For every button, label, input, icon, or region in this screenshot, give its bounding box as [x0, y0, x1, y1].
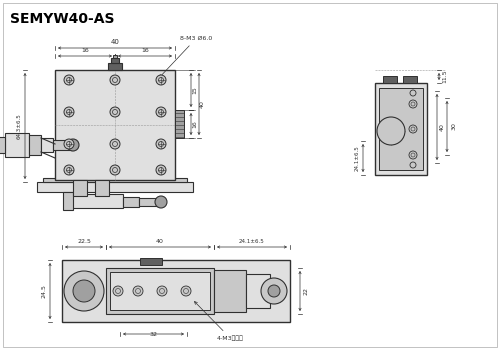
Text: 22: 22 [303, 287, 308, 295]
Bar [108, 63, 122, 70]
Bar [113, 55, 117, 58]
Text: 40: 40 [440, 123, 445, 131]
Text: 16: 16 [141, 49, 149, 54]
Bar [214, 270, 246, 312]
Circle shape [64, 165, 74, 175]
Text: 16: 16 [81, 49, 89, 54]
Bar [43, 178, 187, 182]
Bar [106, 268, 214, 314]
Circle shape [409, 100, 417, 108]
Circle shape [409, 125, 417, 133]
Text: 11.5: 11.5 [442, 70, 447, 83]
Text: 22.5: 22.5 [77, 239, 91, 244]
Bar [139, 198, 161, 206]
Text: 32: 32 [150, 332, 158, 337]
Circle shape [113, 286, 123, 296]
Bar [71, 194, 123, 208]
Text: 8-M3 Ø6.0: 8-M3 Ø6.0 [160, 36, 212, 77]
Text: 15: 15 [192, 86, 197, 94]
Bar [55, 70, 175, 180]
Circle shape [156, 139, 166, 149]
Bar [73, 180, 87, 196]
Circle shape [73, 280, 95, 302]
Bar [175, 110, 184, 138]
Circle shape [410, 90, 416, 96]
Text: 40: 40 [156, 239, 164, 244]
Bar [403, 76, 417, 83]
Bar [41, 138, 53, 152]
Circle shape [268, 285, 280, 297]
Bar [0, 137, 5, 153]
Circle shape [64, 139, 74, 149]
Text: 24.5: 24.5 [41, 284, 46, 298]
Circle shape [67, 139, 79, 151]
Circle shape [155, 196, 167, 208]
Circle shape [377, 117, 405, 145]
Bar [383, 76, 397, 83]
Bar [29, 135, 41, 155]
Circle shape [156, 107, 166, 117]
Text: 64.3±6.5: 64.3±6.5 [17, 113, 22, 139]
Bar [62, 260, 290, 322]
Circle shape [110, 75, 120, 85]
Circle shape [64, 271, 104, 311]
Bar [140, 258, 162, 265]
Bar [53, 140, 73, 150]
Text: 4-M3凹底孔: 4-M3凹底孔 [194, 302, 244, 341]
Circle shape [410, 162, 416, 168]
Bar [5, 133, 29, 157]
Bar [110, 272, 210, 310]
Circle shape [156, 75, 166, 85]
Bar [375, 83, 427, 175]
Circle shape [409, 151, 417, 159]
Circle shape [157, 286, 167, 296]
Circle shape [110, 165, 120, 175]
Bar [379, 88, 423, 170]
Circle shape [156, 165, 166, 175]
Bar [111, 58, 119, 63]
Text: 30: 30 [452, 122, 457, 131]
Text: SEMYW40-AS: SEMYW40-AS [10, 12, 115, 26]
Circle shape [133, 286, 143, 296]
Text: 16: 16 [192, 120, 197, 128]
Text: 40: 40 [110, 39, 120, 45]
Bar [95, 180, 109, 196]
Circle shape [110, 139, 120, 149]
Bar [123, 197, 139, 207]
Circle shape [181, 286, 191, 296]
Circle shape [110, 107, 120, 117]
Bar [37, 182, 193, 192]
Text: 40: 40 [200, 100, 205, 108]
Circle shape [64, 107, 74, 117]
Circle shape [64, 75, 74, 85]
Circle shape [261, 278, 287, 304]
Text: 24.1±6.5: 24.1±6.5 [355, 145, 360, 171]
Bar [63, 192, 73, 210]
Bar [246, 274, 270, 308]
Text: 24.1±6.5: 24.1±6.5 [239, 239, 265, 244]
